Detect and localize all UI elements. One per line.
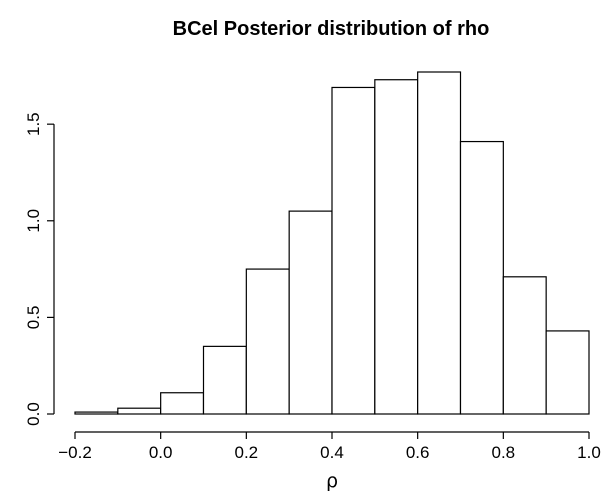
x-tick-label: 0.6 bbox=[406, 443, 430, 462]
y-tick-label: 0.0 bbox=[24, 402, 43, 426]
y-tick-label: 1.0 bbox=[24, 209, 43, 233]
histogram-bar bbox=[74, 411, 119, 415]
histogram-bar bbox=[288, 210, 333, 415]
histogram-bar bbox=[417, 71, 462, 415]
y-tick-label: 0.5 bbox=[24, 306, 43, 330]
histogram-bar bbox=[374, 79, 419, 415]
y-axis: 0.0 0.5 1.0 1.5 bbox=[24, 112, 55, 426]
x-tick-label: −0.2 bbox=[58, 443, 92, 462]
histogram-bar bbox=[117, 407, 162, 415]
x-tick-label: 1.0 bbox=[577, 443, 601, 462]
histogram-bar bbox=[502, 276, 547, 415]
y-tick-label: 1.5 bbox=[24, 112, 43, 136]
histogram-bar bbox=[459, 140, 504, 415]
histogram-bars bbox=[74, 71, 590, 415]
histogram-bar bbox=[331, 86, 376, 415]
x-tick-label: 0.2 bbox=[235, 443, 259, 462]
x-tick-label: 0.8 bbox=[492, 443, 516, 462]
histogram-bar bbox=[545, 330, 590, 415]
x-tick-label: 0.4 bbox=[320, 443, 344, 462]
x-tick-label: 0.0 bbox=[149, 443, 173, 462]
x-axis-label: ρ bbox=[326, 470, 338, 492]
x-axis: −0.2 0.0 0.2 0.4 0.6 0.8 1.0 bbox=[58, 431, 601, 462]
histogram-bar bbox=[245, 268, 290, 415]
histogram-bar bbox=[202, 345, 247, 415]
histogram-bar bbox=[160, 392, 205, 415]
chart-title: BCel Posterior distribution of rho bbox=[173, 18, 490, 40]
